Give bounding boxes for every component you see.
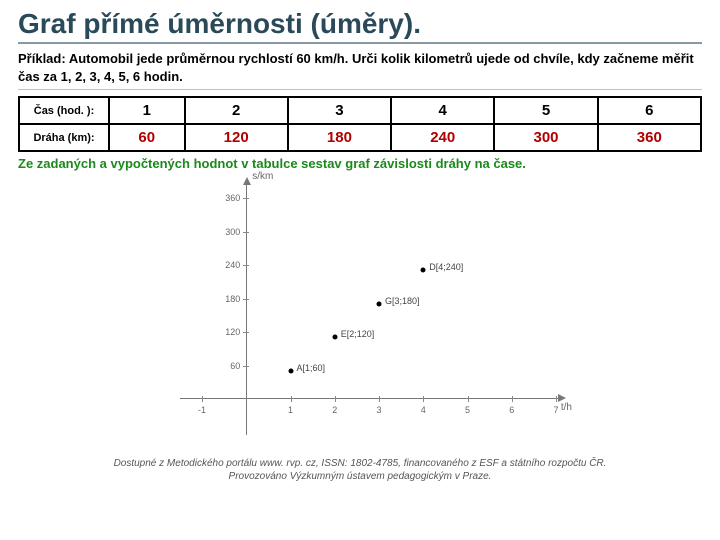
row-dist-label: Dráha (km):	[19, 124, 109, 151]
y-tick-label: 360	[216, 193, 240, 203]
y-tick-label: 60	[216, 361, 240, 371]
dist-cell: 120	[185, 124, 288, 151]
instruction-text: Ze zadaných a vypočtených hodnot v tabul…	[18, 156, 702, 171]
time-cell: 1	[109, 97, 185, 124]
y-tick	[243, 265, 249, 266]
y-tick	[243, 332, 249, 333]
table-row-dist: Dráha (km): 60 120 180 240 300 360	[19, 124, 701, 151]
x-tick-label: 2	[332, 405, 337, 415]
chart-point-label: D[4;240]	[429, 262, 463, 272]
footer-line-1: Dostupné z Metodického portálu www. rvp.…	[114, 458, 607, 469]
row-time-label: Čas (hod. ):	[19, 97, 109, 124]
scatter-chart: s/km t/h 60 120 180 240 300 360 -1 1 2 3 4 5 6 7 A[1;6…	[150, 173, 570, 453]
y-tick	[243, 232, 249, 233]
x-tick	[468, 396, 469, 402]
x-tick-label: 5	[465, 405, 470, 415]
footer-line-2: Provozováno Výzkumným ústavem pedagogick…	[229, 471, 492, 482]
y-axis-title: s/km	[252, 171, 273, 182]
y-tick-label: 180	[216, 294, 240, 304]
dist-cell: 60	[109, 124, 185, 151]
x-tick-label: 1	[288, 405, 293, 415]
y-axis-line	[246, 181, 247, 435]
y-tick	[243, 198, 249, 199]
chart-point-label: A[1;60]	[297, 363, 326, 373]
chart-point-label: G[3;180]	[385, 296, 420, 306]
x-tick-label: 6	[509, 405, 514, 415]
dist-cell: 240	[391, 124, 494, 151]
x-tick	[291, 396, 292, 402]
problem-text: Příklad: Automobil jede průměrnou rychlo…	[18, 50, 702, 90]
chart-point	[288, 368, 293, 373]
chart-point-label: E[2;120]	[341, 329, 375, 339]
chart-point	[332, 335, 337, 340]
x-axis-title: t/h	[561, 402, 572, 413]
time-cell: 2	[185, 97, 288, 124]
time-cell: 5	[494, 97, 597, 124]
y-tick-label: 240	[216, 260, 240, 270]
x-tick-label: 7	[553, 405, 558, 415]
time-cell: 6	[598, 97, 701, 124]
footer-text: Dostupné z Metodického portálu www. rvp.…	[18, 457, 702, 483]
y-tick	[243, 299, 249, 300]
time-cell: 3	[288, 97, 391, 124]
x-tick	[512, 396, 513, 402]
x-tick	[202, 396, 203, 402]
chart-point	[421, 268, 426, 273]
time-cell: 4	[391, 97, 494, 124]
x-tick	[379, 396, 380, 402]
y-tick	[243, 366, 249, 367]
data-table: Čas (hod. ): 1 2 3 4 5 6 Dráha (km): 60 …	[18, 96, 702, 152]
dist-cell: 300	[494, 124, 597, 151]
y-tick-label: 120	[216, 327, 240, 337]
y-tick-label: 300	[216, 227, 240, 237]
x-axis-line	[180, 398, 562, 399]
table-row-time: Čas (hod. ): 1 2 3 4 5 6	[19, 97, 701, 124]
dist-cell: 360	[598, 124, 701, 151]
x-tick-label: 4	[421, 405, 426, 415]
dist-cell: 180	[288, 124, 391, 151]
x-tick-label: 3	[376, 405, 381, 415]
x-tick	[335, 396, 336, 402]
x-tick	[556, 396, 557, 402]
x-tick	[423, 396, 424, 402]
chart-point	[377, 301, 382, 306]
x-axis-arrow-icon	[558, 394, 566, 402]
page-title: Graf přímé úměrnosti (úměry).	[18, 8, 702, 44]
x-tick-label: -1	[198, 405, 206, 415]
y-axis-arrow-icon	[243, 177, 251, 185]
